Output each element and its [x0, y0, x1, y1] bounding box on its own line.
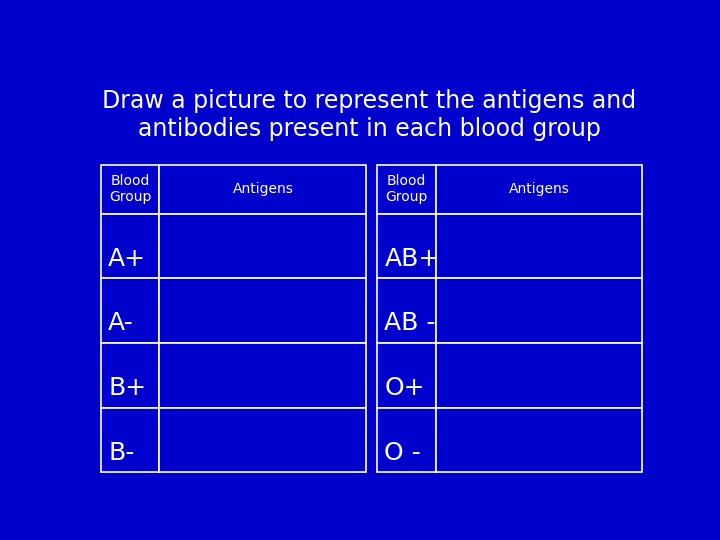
Bar [159, 343, 366, 408]
Bar [436, 165, 642, 214]
Bar [101, 165, 159, 214]
Text: AB+: AB+ [384, 247, 440, 271]
Bar [436, 343, 642, 408]
Bar [101, 214, 159, 279]
Bar [436, 214, 642, 279]
Bar [377, 279, 436, 343]
Bar [377, 214, 436, 279]
Text: Antigens: Antigens [233, 182, 293, 196]
Bar [101, 279, 159, 343]
Text: O -: O - [384, 441, 421, 464]
Bar [436, 408, 642, 472]
Bar [159, 279, 366, 343]
Bar [101, 408, 159, 472]
Bar [159, 214, 366, 279]
Bar [436, 279, 642, 343]
Text: A-: A- [108, 311, 134, 335]
Text: B-: B- [108, 441, 135, 464]
Text: Blood
Group: Blood Group [109, 174, 151, 204]
Bar [159, 408, 366, 472]
Bar [377, 165, 436, 214]
Bar [101, 343, 159, 408]
Text: Antigens: Antigens [508, 182, 570, 196]
Text: O+: O+ [384, 376, 425, 400]
Text: AB -: AB - [384, 311, 436, 335]
Bar [377, 343, 436, 408]
Text: Draw a picture to represent the antigens and
antibodies present in each blood gr: Draw a picture to represent the antigens… [102, 89, 636, 140]
Text: B+: B+ [108, 376, 146, 400]
Bar [159, 165, 366, 214]
Text: Blood
Group: Blood Group [385, 174, 428, 204]
Text: A+: A+ [108, 247, 146, 271]
Bar [377, 408, 436, 472]
